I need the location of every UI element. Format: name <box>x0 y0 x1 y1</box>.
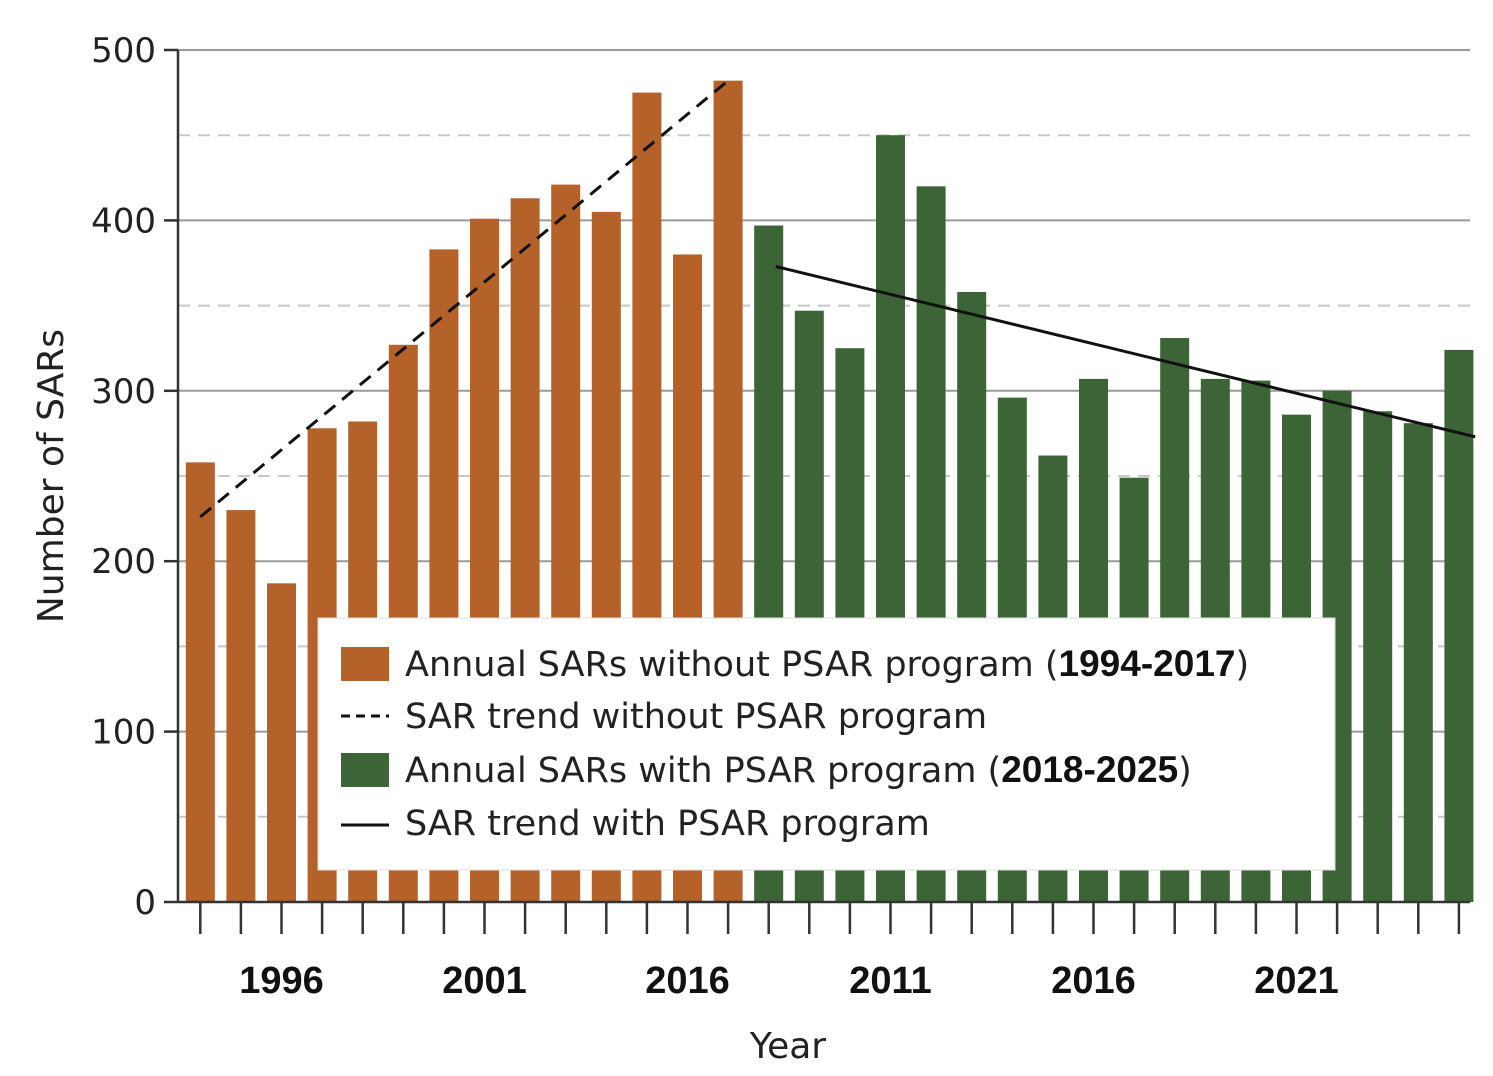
bar-with-psar <box>1403 423 1433 902</box>
legend-entry-without-psar: Annual SARs without PSAR program (1994-2… <box>405 643 1249 685</box>
axes-group <box>164 48 1470 934</box>
legend-entry-with-psar: Annual SARs with PSAR program (2018-2025… <box>405 749 1192 791</box>
x-tick-label: 2021 <box>1254 960 1339 1002</box>
legend-entry-without-psar-label: Annual SARs without PSAR program <box>405 645 1034 685</box>
bar-without-psar <box>267 583 296 902</box>
y-tick-label: 100 <box>91 713 156 753</box>
legend-swatch-with-psar <box>341 753 389 787</box>
y-tick-label: 200 <box>91 542 156 582</box>
y-tick-label: 300 <box>91 372 156 412</box>
bar-without-psar <box>226 510 256 902</box>
legend-box <box>317 617 1336 871</box>
trend-lines-group <box>199 79 1476 519</box>
legend-swatch-without-psar <box>341 647 389 681</box>
legend-period-without-psar: 1994-2017 <box>1059 643 1236 684</box>
x-tick-labels: 1996 2001 2016 2011 2016 2021 <box>239 960 1339 1002</box>
bar-with-psar <box>1363 411 1393 902</box>
x-axis-label: Year <box>749 1026 826 1067</box>
legend: Annual SARs without PSAR program (1994-2… <box>317 617 1336 871</box>
y-tick-label: 500 <box>91 31 156 71</box>
legend-entry-with-psar-label: Annual SARs with PSAR program <box>405 751 976 791</box>
x-tick-label: 2011 <box>849 960 931 1002</box>
bar-without-psar <box>185 462 215 902</box>
x-tick-label: 2001 <box>442 960 527 1002</box>
bar-with-psar <box>1444 349 1474 902</box>
y-axis-label: Number of SARs <box>31 329 72 623</box>
y-tick-labels: 0 100 200 300 400 500 <box>91 31 156 923</box>
x-tick-label: 2016 <box>645 960 730 1002</box>
legend-entry-trend-without-psar: SAR trend without PSAR program <box>405 697 987 737</box>
x-tick-label: 2016 <box>1051 960 1136 1002</box>
legend-entry-trend-with-psar: SAR trend with PSAR program <box>405 804 930 844</box>
y-tick-label: 400 <box>91 201 156 241</box>
trend-line-with-psar <box>775 264 1476 439</box>
x-tick-label: 1996 <box>239 960 324 1002</box>
legend-period-with-psar: 2018-2025 <box>1001 749 1178 790</box>
y-tick-label: 0 <box>134 883 156 923</box>
